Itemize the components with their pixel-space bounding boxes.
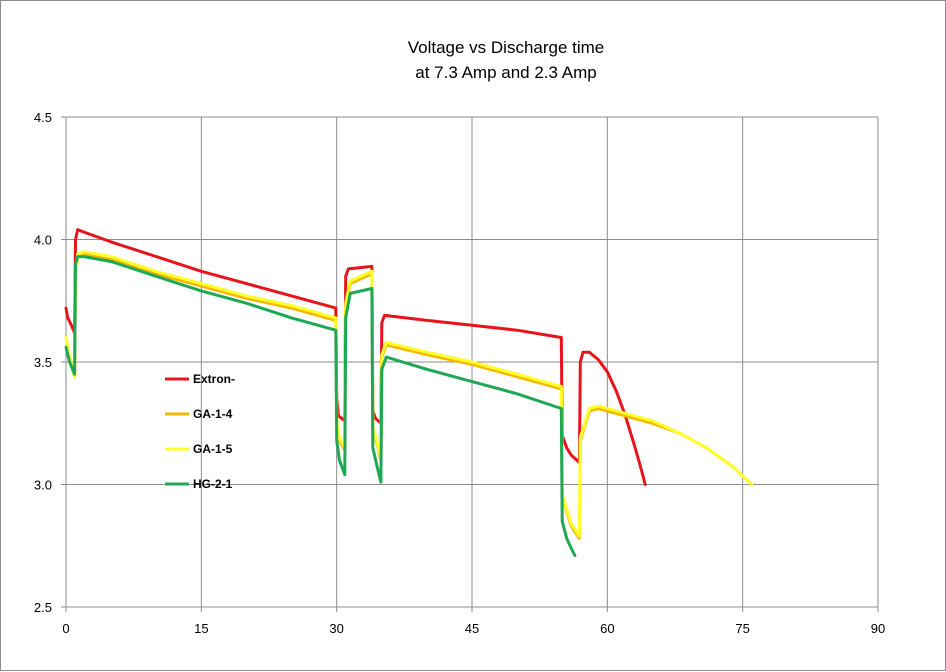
chart-title: Voltage vs Discharge time at 7.3 Amp and… bbox=[408, 38, 605, 82]
series-line-ga-1-5 bbox=[64, 250, 754, 538]
x-tick-label: 30 bbox=[329, 621, 343, 636]
legend-label-extron: Extron- bbox=[193, 372, 235, 386]
x-tick-label: 0 bbox=[62, 621, 69, 636]
legend-label-ga-1-5: GA-1-5 bbox=[193, 442, 233, 456]
plot-area: 2.5 3.0 3.5 4.0 4.5 0 15 30 45 60 75 90 Extron- GA-1-… bbox=[34, 110, 885, 636]
y-tick-label: 3.0 bbox=[34, 478, 52, 493]
series-line-hg-2-1 bbox=[64, 255, 577, 557]
series-line-extron bbox=[64, 228, 647, 486]
x-tick-label: 15 bbox=[194, 621, 208, 636]
x-tick-label: 45 bbox=[465, 621, 479, 636]
x-tick-label: 60 bbox=[600, 621, 614, 636]
series-line-ga-1-4 bbox=[64, 252, 754, 540]
x-tick-label: 75 bbox=[735, 621, 749, 636]
x-tick-label: 90 bbox=[871, 621, 885, 636]
y-tick-label: 2.5 bbox=[34, 600, 52, 615]
y-tick-label: 4.5 bbox=[34, 110, 52, 125]
legend-label-ga-1-4: GA-1-4 bbox=[193, 407, 233, 421]
y-tick-label: 3.5 bbox=[34, 355, 52, 370]
chart-title-line-1: Voltage vs Discharge time bbox=[408, 38, 605, 57]
y-tick-label: 4.0 bbox=[34, 233, 52, 248]
legend-label-hg-2-1: HG-2-1 bbox=[193, 477, 233, 491]
chart-title-line-2: at 7.3 Amp and 2.3 Amp bbox=[415, 63, 596, 82]
